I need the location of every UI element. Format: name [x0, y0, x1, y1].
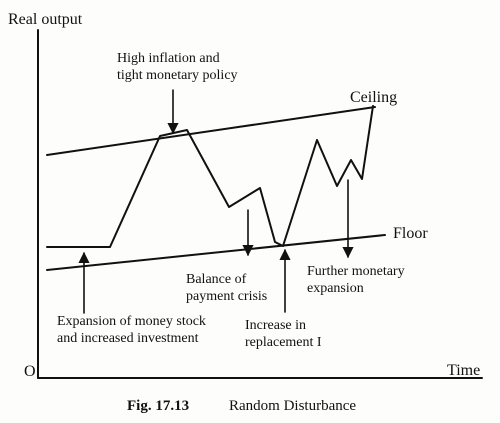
origin-label: O: [24, 363, 36, 380]
annotation-high-inflation-line-1: High inflation and: [117, 51, 220, 66]
annotation-further-expansion-line-2: expansion: [307, 281, 364, 296]
annotation-expansion-line-1: Expansion of money stock: [57, 314, 206, 329]
annotation-expansion-line-2: and increased investment: [57, 331, 199, 346]
ceiling-label: Ceiling: [350, 89, 397, 106]
y-axis-label: Real output: [8, 11, 83, 28]
annotation-balance-crisis: Balance of payment crisis: [186, 272, 267, 304]
annotation-increase-replacement-line-2: replacement I: [245, 335, 322, 350]
annotation-high-inflation: High inflation and tight monetary policy: [117, 51, 238, 83]
annotation-expansion: Expansion of money stock and increased i…: [57, 314, 209, 346]
figure-number: Fig. 17.13: [127, 398, 189, 414]
ceiling-line: [46, 106, 376, 156]
x-axis-label: Time: [447, 362, 480, 379]
annotation-high-inflation-line-2: tight monetary policy: [117, 68, 238, 83]
figure-title: Random Disturbance: [229, 398, 356, 414]
annotation-increase-replacement-line-1: Increase in: [245, 318, 306, 333]
floor-label: Floor: [393, 225, 428, 242]
annotation-increase-replacement: Increase in replacement I: [245, 318, 322, 350]
annotation-further-expansion-line-1: Further monetary: [307, 264, 405, 279]
annotation-further-expansion: Further monetary expansion: [307, 264, 408, 296]
output-path: [46, 105, 374, 248]
annotation-balance-crisis-line-1: Balance of: [186, 272, 247, 287]
annotation-balance-crisis-line-2: payment crisis: [186, 289, 267, 304]
floor-line: [46, 234, 386, 271]
